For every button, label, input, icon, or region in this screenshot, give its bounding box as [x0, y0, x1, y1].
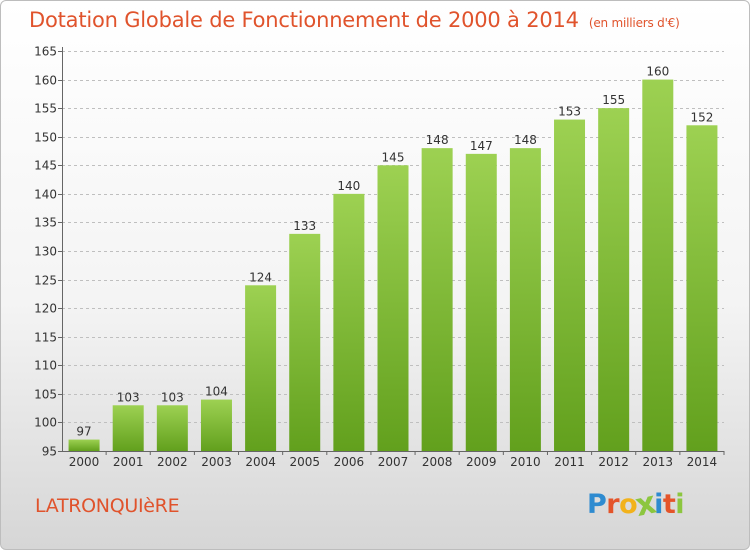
value-label: 124 [249, 270, 272, 284]
logo-letter: t [662, 489, 676, 520]
logo-letter: i [675, 489, 685, 520]
x-tick-label: 2013 [643, 455, 674, 469]
value-label: 148 [514, 133, 537, 147]
bars [68, 79, 718, 452]
chart-title: Dotation Globale de Fonctionnement de 20… [29, 8, 680, 32]
y-tick-label: 110 [34, 359, 57, 373]
x-tick-label: 2011 [554, 455, 585, 469]
logo-letter: o [619, 489, 638, 520]
bar-2012 [598, 108, 630, 452]
x-tick-label: 2010 [510, 455, 541, 469]
proxiti-logo[interactable]: Proxiti [587, 485, 685, 524]
axes [58, 47, 725, 455]
value-label: 104 [205, 385, 228, 399]
bar-2009 [465, 153, 497, 451]
value-label: 152 [690, 110, 713, 124]
bar-2006 [333, 193, 365, 451]
logo-letter: r [606, 489, 620, 520]
y-tick-label: 135 [34, 216, 57, 230]
value-label: 148 [426, 133, 449, 147]
bar-2002 [156, 405, 188, 451]
bar-2003 [200, 399, 232, 451]
y-tick-label: 120 [34, 302, 57, 316]
value-label: 153 [558, 105, 581, 119]
y-tick-label: 95 [42, 445, 57, 459]
value-label: 145 [382, 150, 405, 164]
commune-name: LATRONQUIèRE [35, 495, 180, 517]
bar-2005 [289, 233, 321, 451]
value-label: 103 [117, 390, 140, 404]
y-tick-label: 140 [34, 188, 57, 202]
x-tick-label: 2009 [466, 455, 497, 469]
bar-2011 [554, 119, 586, 452]
title-text: Dotation Globale de Fonctionnement de 20… [29, 8, 579, 32]
x-tick-label: 2005 [289, 455, 320, 469]
logo-letter: i [654, 489, 663, 520]
value-label: 140 [337, 179, 360, 193]
bar-2014 [686, 125, 718, 452]
x-tick-label: 2008 [422, 455, 453, 469]
y-tick-label: 145 [34, 159, 57, 173]
x-tick-label: 2007 [378, 455, 409, 469]
value-label: 133 [293, 219, 316, 233]
x-tick-label: 2012 [598, 455, 629, 469]
x-tick-label: 2000 [69, 455, 100, 469]
logo-letter: P [587, 489, 607, 520]
labels: 95 100 105 110 115 120 125 130 135 140 145 150 155 16… [34, 45, 717, 470]
x-tick-label: 2001 [113, 455, 144, 469]
value-label: 97 [76, 425, 91, 439]
y-tick-label: 155 [34, 102, 57, 116]
value-label: 147 [470, 139, 493, 153]
x-tick-label: 2006 [334, 455, 365, 469]
y-tick-label: 130 [34, 245, 57, 259]
y-tick-label: 160 [34, 74, 57, 88]
value-label: 160 [646, 65, 669, 79]
x-tick-label: 2004 [245, 455, 276, 469]
x-tick-label: 2002 [157, 455, 188, 469]
chart-subtitle: (en milliers d'€) [588, 16, 680, 30]
bar-2004 [245, 285, 277, 451]
x-tick-label: 2014 [687, 455, 718, 469]
y-tick-label: 105 [34, 388, 57, 402]
bar-2000 [68, 439, 100, 451]
x-tick-label: 2003 [201, 455, 232, 469]
y-tick-label: 115 [34, 331, 57, 345]
y-tick-label: 125 [34, 274, 57, 288]
bar-2007 [377, 165, 409, 452]
y-tick-label: 100 [34, 416, 57, 430]
y-tick-label: 150 [34, 131, 57, 145]
bar-2008 [421, 148, 453, 451]
bar-2010 [509, 148, 541, 451]
value-label: 155 [602, 93, 625, 107]
value-label: 103 [161, 390, 184, 404]
y-tick-label: 165 [34, 45, 57, 59]
bar-2013 [642, 79, 674, 452]
bar-2001 [112, 405, 144, 451]
